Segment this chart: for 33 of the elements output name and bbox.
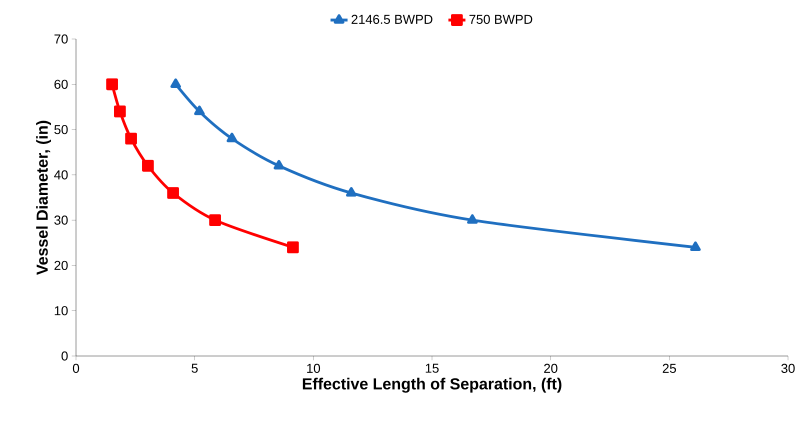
y-tick-label: 0	[62, 351, 68, 361]
point	[346, 187, 357, 197]
x-tick-label: 10	[307, 364, 320, 373]
x-tick-label: 20	[544, 364, 558, 373]
x-tick-label: 25	[662, 364, 676, 373]
point	[194, 106, 205, 116]
point	[106, 78, 118, 90]
y-axis-title: Vessel Diameter, (in)	[36, 120, 51, 275]
legend-label: 2146.5 BWPD	[352, 14, 432, 24]
point	[690, 241, 701, 251]
y-tick-label: 70	[54, 34, 68, 44]
point	[274, 160, 284, 170]
x-axis-title: Effective Length of Separation, (ft)	[302, 378, 562, 393]
point	[142, 160, 154, 172]
x-tick-label: 0	[72, 364, 80, 373]
point	[167, 187, 179, 199]
y-tick-label: 10	[54, 306, 68, 316]
point	[226, 132, 238, 142]
y-tick-label: 30	[54, 216, 68, 225]
point	[170, 78, 181, 88]
y-tick-label: 40	[54, 170, 68, 180]
y-tick-label: 50	[54, 124, 68, 134]
x-tick-label: 30	[781, 364, 795, 373]
point	[209, 214, 221, 226]
legend-label: 750 BWPD	[469, 14, 532, 24]
point	[125, 132, 137, 145]
x-tick-label: 5	[192, 364, 198, 373]
point	[287, 241, 299, 254]
x-tick-label: 15	[426, 364, 439, 373]
y-tick-label: 60	[54, 80, 68, 89]
point	[467, 214, 478, 224]
y-tick-label: 20	[54, 260, 68, 270]
point	[114, 106, 126, 118]
